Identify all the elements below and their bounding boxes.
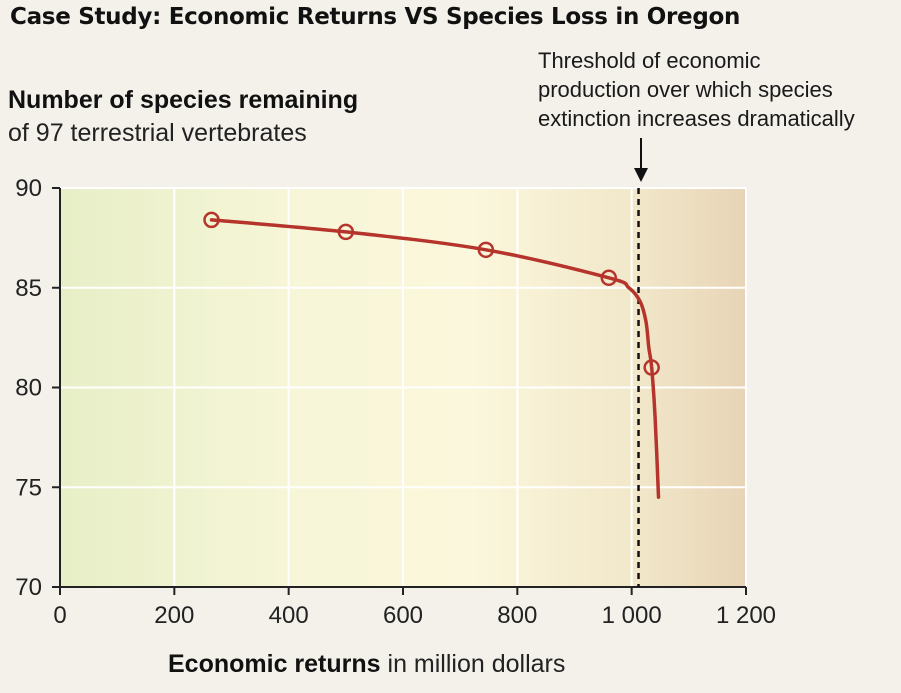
data-point-marker (337, 223, 355, 241)
series-line (209, 218, 661, 499)
x-tick-label: 0 (53, 602, 66, 629)
x-tick-label: 800 (497, 602, 537, 629)
threshold-annotation-line: production over which species (538, 77, 833, 102)
page-title: Case Study: Economic Returns VS Species … (10, 4, 741, 30)
threshold-annotation: Threshold of economic production over wh… (538, 46, 855, 133)
x-axis-title-rest: in million dollars (380, 650, 566, 678)
threshold-arrow-icon (634, 168, 648, 182)
x-tick-label: 600 (383, 602, 423, 629)
y-tick-label: 80 (15, 375, 42, 402)
data-point-marker (643, 359, 660, 376)
x-tick-label: 400 (269, 602, 309, 629)
y-tick-label: 70 (15, 574, 42, 601)
x-tick-label: 1 200 (716, 602, 776, 629)
y-tick-label: 75 (15, 474, 42, 501)
data-point-marker (477, 241, 495, 259)
y-axis-title: Number of species remaining (8, 86, 359, 114)
y-axis-subtitle: of 97 terrestrial vertebrates (8, 119, 307, 147)
data-point-marker (203, 211, 220, 229)
x-tick-label: 200 (154, 602, 194, 629)
threshold-annotation-line: Threshold of economic (538, 48, 761, 73)
data-point-marker (600, 269, 618, 287)
y-tick-label: 85 (15, 275, 42, 302)
y-tick-label: 90 (15, 175, 42, 202)
x-tick-label: 1 000 (602, 602, 662, 629)
x-axis-title: Economic returns in million dollars (168, 650, 565, 679)
x-axis-title-bold: Economic returns (168, 650, 381, 678)
threshold-annotation-line: extinction increases dramatically (538, 106, 855, 131)
